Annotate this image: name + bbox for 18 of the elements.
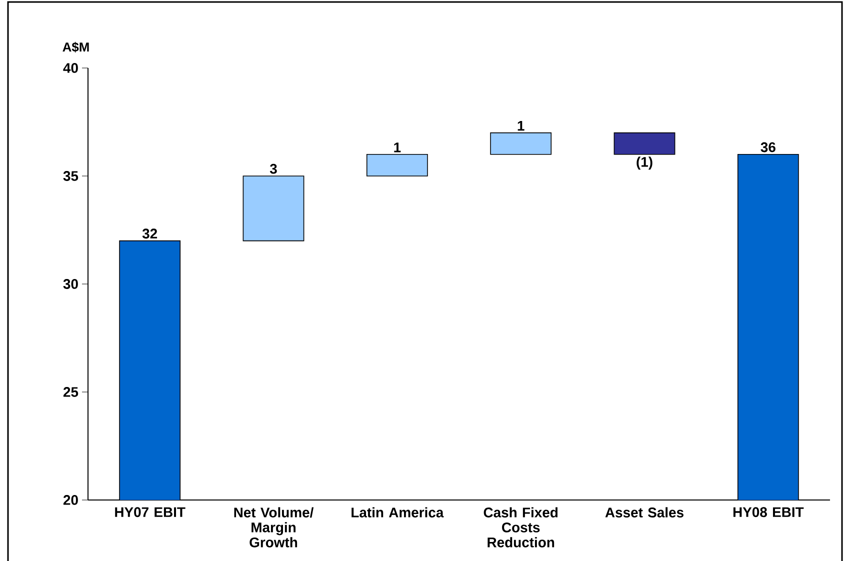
data-label: 36	[760, 142, 776, 152]
data-label: 1	[518, 121, 524, 131]
y-tick-label: 20	[63, 495, 78, 505]
data-label: 1	[394, 142, 401, 152]
data-label: (1)	[636, 156, 652, 170]
y-tick-label: 30	[63, 279, 78, 289]
x-tick-label: Latin America	[352, 507, 444, 518]
x-tick-label: Cash Fixed Costs Reduction	[484, 507, 558, 548]
data-label: 3	[270, 164, 277, 174]
x-tick-label: HY07 EBIT	[115, 507, 186, 518]
y-axis-title: A$M	[62, 42, 89, 52]
y-tick-label: 25	[63, 387, 78, 397]
data-label: 32	[142, 228, 158, 239]
x-tick-label: Asset Sales	[605, 507, 684, 518]
y-tick-label: 35	[63, 171, 78, 181]
x-tick-label: HY08 EBIT	[733, 507, 804, 518]
x-tick-label: Net Volume/ Margin Growth	[234, 507, 314, 548]
y-tick-label: 40	[63, 63, 78, 73]
